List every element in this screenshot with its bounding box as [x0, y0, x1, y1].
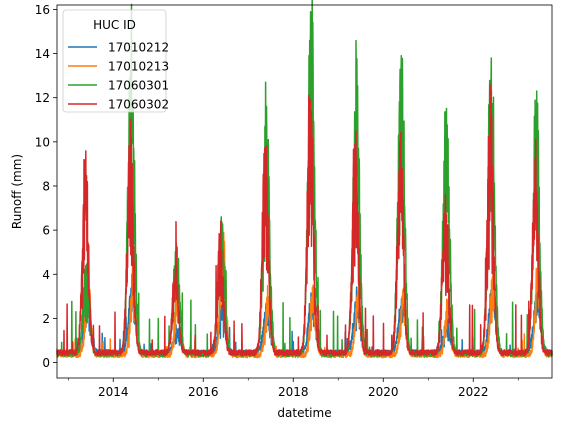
y-axis-label: Runoff (mm) [10, 154, 24, 229]
y-tick-label: 12 [35, 91, 50, 105]
legend: HUC ID 17010212 17010213 17060301 17060302 [63, 10, 169, 112]
y-tick-label: 6 [42, 224, 50, 238]
y-tick-label: 14 [35, 47, 50, 61]
legend-entry-label: 17010213 [108, 60, 169, 74]
x-tick-label: 2020 [368, 385, 399, 399]
legend-entry-label: 17060301 [108, 79, 169, 93]
legend-entry-label: 17010212 [108, 41, 169, 55]
legend-title: HUC ID [93, 18, 136, 32]
y-tick-label: 8 [42, 179, 50, 193]
x-tick-label: 2022 [458, 385, 489, 399]
y-tick-label: 4 [42, 268, 50, 282]
x-tick-label: 2016 [188, 385, 219, 399]
y-tick-label: 10 [35, 135, 50, 149]
x-axis-label: datetime [277, 406, 331, 420]
y-tick-label: 16 [35, 3, 50, 17]
y-tick-label: 2 [42, 312, 50, 326]
x-tick-label: 2018 [278, 385, 309, 399]
x-tick-label: 2014 [98, 385, 129, 399]
y-tick-label: 0 [42, 356, 50, 370]
legend-entry-label: 17060302 [108, 98, 169, 112]
